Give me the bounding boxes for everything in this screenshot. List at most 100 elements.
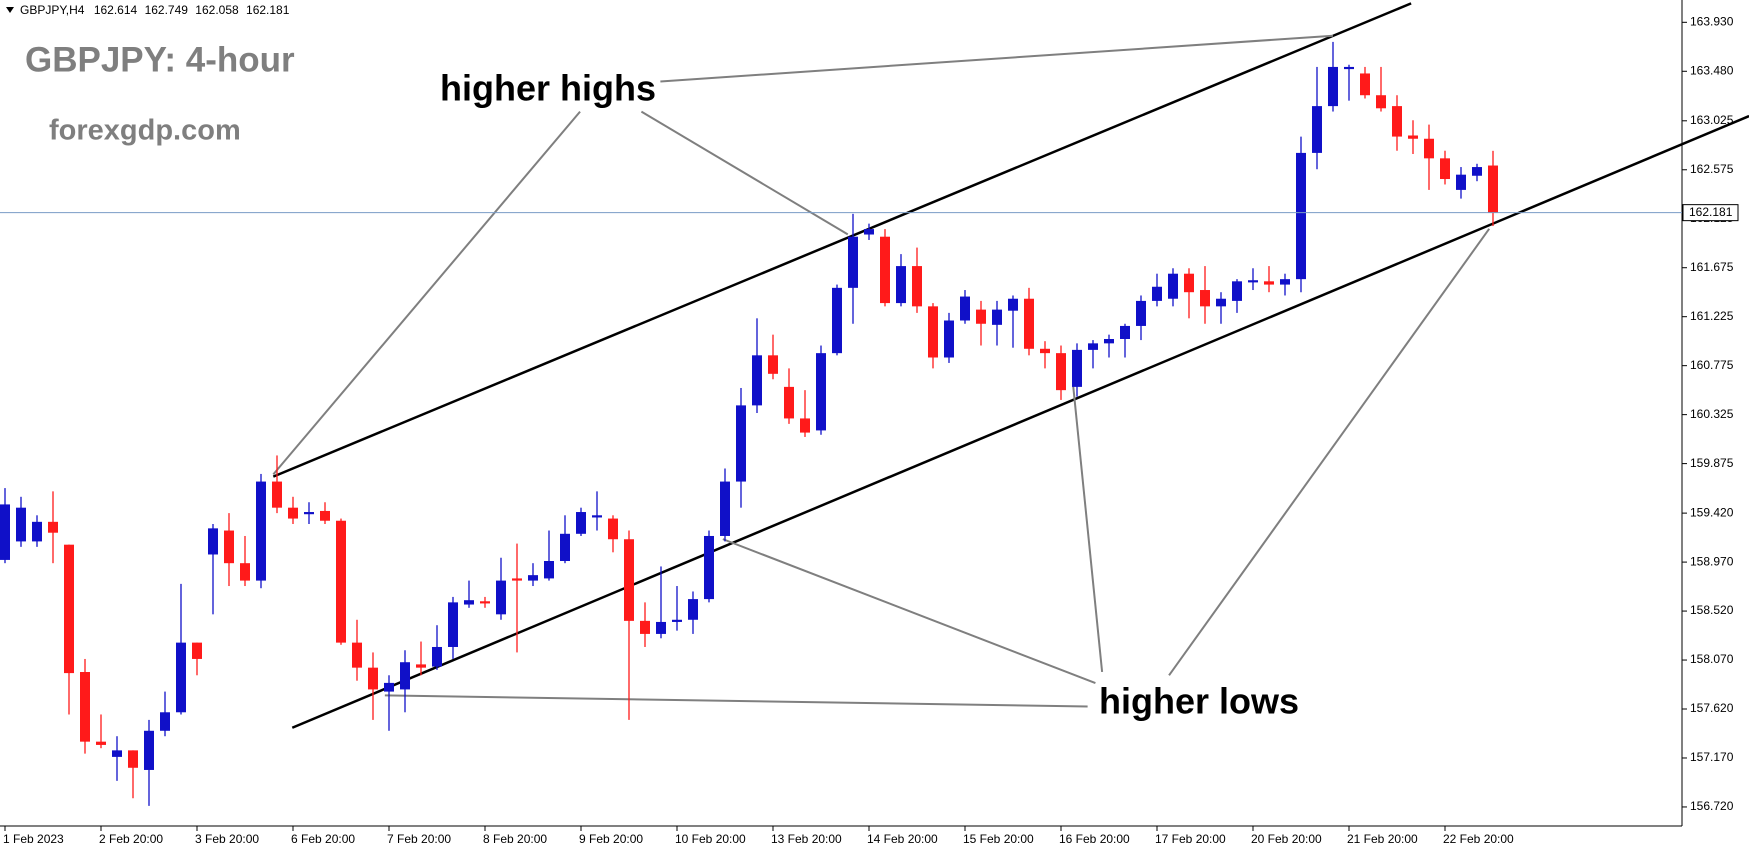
header-close: 162.181 (246, 3, 290, 17)
x-tick-label: 17 Feb 20:00 (1155, 832, 1226, 846)
x-tick-label: 6 Feb 20:00 (291, 832, 355, 846)
candle-body (1104, 338, 1114, 344)
y-tick-label: 161.675 (1690, 260, 1734, 274)
candle-body (368, 667, 378, 690)
pointer-line (1073, 385, 1102, 672)
candle-body (1232, 281, 1242, 301)
candle-body (352, 642, 362, 668)
annotation: higher highs (440, 68, 656, 109)
candle-body (1184, 273, 1194, 293)
candle-body (720, 481, 730, 536)
candle-body (1376, 95, 1386, 109)
candle-body (992, 309, 1002, 325)
chart-title: GBPJPY: 4-hour (25, 40, 295, 79)
candle-body (1440, 158, 1450, 180)
candle-body (272, 481, 282, 508)
candle-body (304, 512, 314, 515)
header: GBPJPY,H4 162.614 162.749 162.058 162.18… (20, 3, 290, 17)
candle-body (1328, 66, 1338, 107)
candle-body (1120, 325, 1130, 339)
y-tick-label: 158.070 (1690, 652, 1734, 666)
candle-body (112, 750, 122, 757)
candle-body (752, 355, 762, 406)
candle-body (1344, 66, 1354, 70)
candle-body (1408, 135, 1418, 139)
candle-body (192, 642, 202, 659)
candle-body (400, 662, 410, 690)
candle-body (976, 309, 986, 324)
candle-body (736, 405, 746, 482)
y-tick-label: 161.225 (1690, 309, 1734, 323)
upper-trendline (273, 3, 1411, 476)
annotation: higher lows (1099, 681, 1299, 722)
y-tick-label: 160.775 (1690, 358, 1734, 372)
x-tick-label: 22 Feb 20:00 (1443, 832, 1514, 846)
x-tick-label: 7 Feb 20:00 (387, 832, 451, 846)
y-tick-label: 159.420 (1690, 505, 1734, 519)
candle-body (880, 236, 890, 304)
y-tick-label: 160.325 (1690, 407, 1734, 421)
candle-body (1152, 286, 1162, 301)
pointer-line (385, 695, 1088, 706)
candle-body (784, 386, 794, 419)
candle-body (896, 266, 906, 304)
candle-body (1392, 106, 1402, 137)
candle-body (1488, 165, 1498, 213)
candle-body (1296, 152, 1306, 280)
candle-body (240, 563, 250, 581)
candle-body (656, 621, 666, 634)
candle-body (256, 481, 266, 581)
x-tick-label: 14 Feb 20:00 (867, 832, 938, 846)
candle-body (1072, 349, 1082, 387)
symbol: GBPJPY,H4 (20, 3, 85, 17)
pointer-line (641, 112, 847, 235)
candle-body (608, 518, 618, 540)
x-tick-label: 20 Feb 20:00 (1251, 832, 1322, 846)
candle-body (1360, 73, 1370, 96)
candle-body (0, 504, 10, 560)
candle-body (1216, 298, 1226, 307)
candle-body (96, 741, 106, 745)
candle-body (1472, 167, 1482, 176)
candle-body (928, 306, 938, 358)
candle-body (1248, 280, 1258, 283)
header-open: 162.614 (94, 3, 138, 17)
candle-body (1024, 298, 1034, 349)
y-tick-label: 158.970 (1690, 554, 1734, 568)
y-tick-label: 162.575 (1690, 162, 1734, 176)
candle-body (288, 507, 298, 519)
candle-body (1456, 174, 1466, 190)
candle-body (1056, 353, 1066, 391)
candle-body (16, 507, 26, 542)
pointer-lines (273, 36, 1489, 707)
candle-body (1280, 279, 1290, 285)
y-tick-label: 163.025 (1690, 113, 1734, 127)
candle-body (464, 600, 474, 605)
candle-body (624, 539, 634, 621)
candle-body (960, 296, 970, 321)
candle-body (80, 672, 90, 742)
header-low: 162.058 (195, 3, 239, 17)
candle-body (544, 561, 554, 579)
candle-body (848, 236, 858, 288)
x-tick-label: 3 Feb 20:00 (195, 832, 259, 846)
x-tick-label: 21 Feb 20:00 (1347, 832, 1418, 846)
candle-body (800, 418, 810, 433)
y-tick-label: 163.930 (1690, 14, 1734, 28)
candle-body (1312, 106, 1322, 153)
candle-body (1424, 138, 1434, 159)
candle-body (1200, 290, 1210, 307)
candle-body (64, 544, 74, 674)
pointer-line (1169, 229, 1489, 675)
candle-body (336, 520, 346, 643)
price-label: 162.181 (1689, 205, 1733, 219)
x-tick-label: 2 Feb 20:00 (99, 832, 163, 846)
candle-body (128, 750, 138, 768)
candle-body (320, 510, 330, 521)
x-tick-label: 13 Feb 20:00 (771, 832, 842, 846)
candles (0, 41, 1498, 806)
candle-body (704, 535, 714, 600)
